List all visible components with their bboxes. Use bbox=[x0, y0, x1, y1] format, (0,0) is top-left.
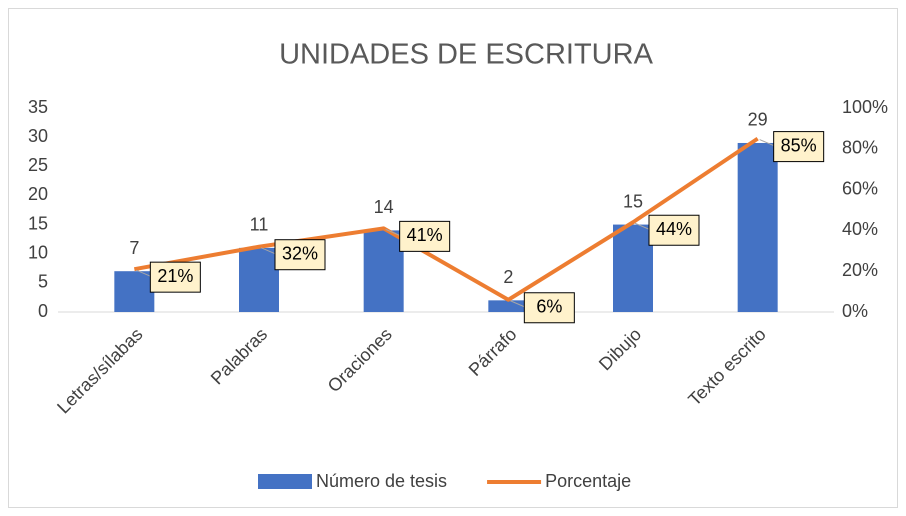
bar bbox=[613, 224, 653, 312]
label-leader bbox=[759, 139, 774, 147]
label-leader bbox=[136, 269, 151, 277]
line-value-label: 85% bbox=[781, 135, 817, 155]
data-label-box bbox=[648, 214, 700, 246]
bar bbox=[488, 300, 529, 312]
data-label-box bbox=[149, 261, 201, 293]
label-leader bbox=[385, 228, 400, 236]
bar-value-label: 7 bbox=[129, 238, 139, 258]
y-tick-label: 15 bbox=[28, 213, 48, 233]
legend-label: Porcentaje bbox=[545, 471, 631, 491]
y2-tick-label: 80% bbox=[842, 138, 878, 158]
line-value-label: 32% bbox=[282, 243, 318, 263]
data-label-box bbox=[773, 131, 825, 163]
bar-value-label: 15 bbox=[623, 191, 643, 211]
data-label-box bbox=[399, 220, 451, 252]
label-leader bbox=[260, 247, 276, 255]
bar bbox=[737, 142, 778, 312]
bar-value-label: 29 bbox=[748, 110, 768, 130]
label-leader bbox=[510, 300, 525, 308]
bar-value-label: 11 bbox=[250, 215, 269, 235]
label-leader bbox=[634, 222, 650, 230]
data-label-box bbox=[523, 292, 575, 324]
line-value-label: 41% bbox=[407, 225, 443, 245]
y-tick-label: 35 bbox=[28, 97, 48, 117]
y-tick-label: 20 bbox=[28, 184, 48, 204]
line-value-label: 44% bbox=[656, 219, 692, 239]
legend-swatch bbox=[258, 474, 312, 489]
legend-label: Número de tesis bbox=[316, 471, 447, 491]
y2-tick-label: 100% bbox=[842, 97, 888, 117]
chart-title: UNIDADES DE ESCRITURA bbox=[279, 39, 653, 71]
y2-tick-label: 40% bbox=[842, 219, 878, 239]
y-tick-label: 0 bbox=[38, 301, 48, 321]
y-tick-label: 10 bbox=[28, 242, 48, 262]
bar-value-label: 2 bbox=[503, 267, 513, 287]
y2-tick-label: 0% bbox=[842, 301, 868, 321]
y-tick-label: 25 bbox=[28, 155, 48, 175]
y2-tick-label: 20% bbox=[842, 260, 878, 280]
bar bbox=[363, 230, 404, 312]
bar bbox=[114, 271, 155, 312]
line-value-label: 6% bbox=[536, 297, 562, 317]
line-value-label: 21% bbox=[157, 266, 193, 286]
bar bbox=[239, 247, 279, 312]
data-label-box bbox=[274, 239, 326, 271]
y2-tick-label: 60% bbox=[842, 178, 878, 198]
y-tick-label: 30 bbox=[28, 126, 48, 146]
y-tick-label: 5 bbox=[38, 272, 48, 292]
bar-value-label: 14 bbox=[374, 197, 394, 217]
line bbox=[133, 136, 759, 302]
